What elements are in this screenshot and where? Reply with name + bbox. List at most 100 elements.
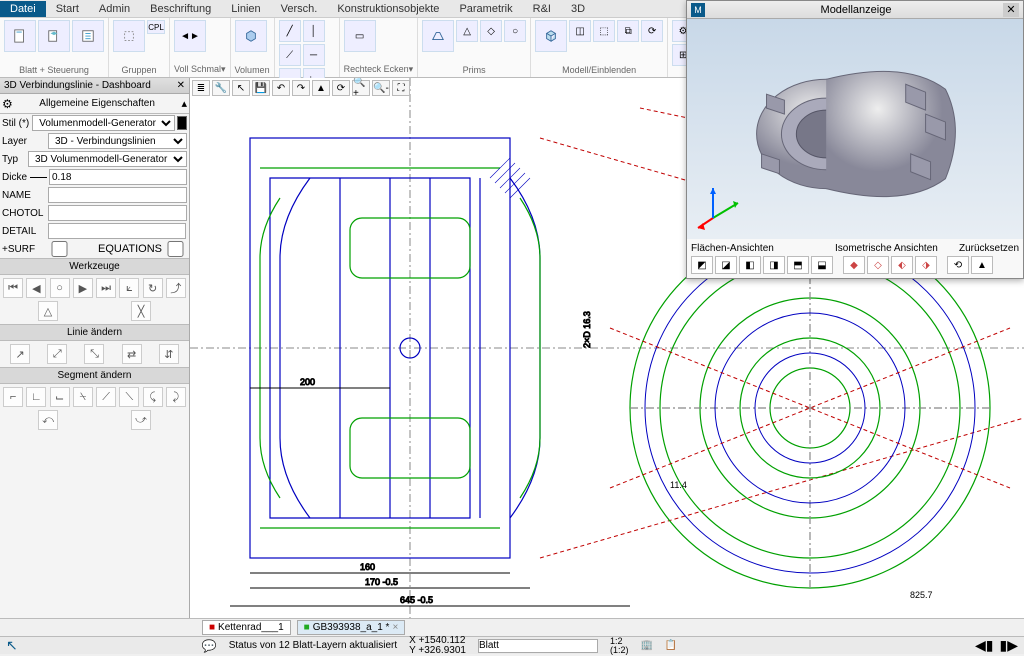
model-titlebar[interactable]: M Modellanzeige ✕ — [687, 1, 1023, 19]
prim-4[interactable]: ○ — [504, 20, 526, 42]
iso-view-4[interactable]: ⬗ — [915, 256, 937, 274]
seg-2[interactable]: ∟ — [26, 387, 46, 407]
typ-select[interactable]: 3D Volumenmodell-Generator — [28, 151, 187, 167]
seg-8[interactable]: ⤸ — [166, 387, 186, 407]
stil-select[interactable]: Volumenmodell-Generator — [32, 115, 175, 131]
detail-input[interactable] — [48, 223, 186, 239]
name-input[interactable] — [48, 187, 187, 203]
nav-stop[interactable]: ○ — [50, 278, 70, 298]
line-tool-4[interactable]: ─ — [303, 44, 325, 66]
narrow-full-icon[interactable]: ◄► — [174, 20, 206, 52]
ct-wrench-icon[interactable]: 🔧 — [212, 80, 230, 96]
face-view-3[interactable]: ◧ — [739, 256, 761, 274]
ct-redo-icon[interactable]: ↷ — [292, 80, 310, 96]
gear-icon[interactable]: ⚙ — [2, 97, 13, 111]
menu-tab-konstruktion[interactable]: Konstruktionsobjekte — [327, 1, 449, 17]
empty-group-icon[interactable] — [113, 20, 145, 52]
iso-view-2[interactable]: ◇ — [867, 256, 889, 274]
seg-9[interactable]: ⤺ — [38, 410, 58, 430]
dashboard-close-icon[interactable]: ✕ — [177, 80, 185, 91]
line-tool-1[interactable]: ╱ — [279, 20, 301, 42]
tool-e[interactable]: ╳ — [131, 301, 151, 321]
menu-tab-3d[interactable]: 3D — [561, 1, 595, 17]
seg-5[interactable]: ⟋ — [96, 387, 116, 407]
face-view-4[interactable]: ◨ — [763, 256, 785, 274]
doc-tab-1[interactable]: ■ Kettenrad___1 — [202, 620, 291, 635]
status-field[interactable] — [478, 639, 598, 653]
dxz-icon[interactable] — [422, 20, 454, 52]
cpl-icon[interactable]: CPL — [147, 20, 165, 34]
face-view-1[interactable]: ◩ — [691, 256, 713, 274]
seg-1[interactable]: ⌐ — [3, 387, 23, 407]
mi-2[interactable]: ◫ — [569, 20, 591, 42]
linie-3[interactable]: ⤡ — [84, 344, 104, 364]
ct-zoomfit-icon[interactable]: ⛶ — [392, 80, 410, 96]
dicke-input[interactable] — [49, 169, 187, 185]
menu-tab-linien[interactable]: Linien — [221, 1, 270, 17]
seg-3[interactable]: ⌙ — [50, 387, 70, 407]
menu-tab-beschriftung[interactable]: Beschriftung — [140, 1, 221, 17]
ct-zoomout-icon[interactable]: 🔍- — [372, 80, 390, 96]
section-linie[interactable]: Linie ändern — [0, 324, 189, 341]
prim-3[interactable]: ◇ — [480, 20, 502, 42]
tool-b[interactable]: ↻ — [143, 278, 163, 298]
stil-color-swatch[interactable] — [177, 116, 187, 130]
ct-up-icon[interactable]: ▲ — [312, 80, 330, 96]
sheet-icon[interactable] — [4, 20, 36, 52]
tool-d[interactable]: △ — [38, 301, 58, 321]
seg-4[interactable]: ⍀ — [73, 387, 93, 407]
reset-view[interactable]: ⟲ — [947, 256, 969, 274]
prim-2[interactable]: △ — [456, 20, 478, 42]
tool-c[interactable]: ⤴ — [166, 278, 186, 298]
volume-icon[interactable] — [235, 20, 267, 52]
doc-tab-2[interactable]: ■ GB393938_a_1 * × — [297, 620, 406, 635]
status-prev-icon[interactable]: ◀▮ — [975, 637, 993, 654]
status-icon-b[interactable]: 📋 — [665, 640, 677, 651]
nav-prev[interactable]: ◀ — [26, 278, 46, 298]
menu-tab-datei[interactable]: Datei — [0, 1, 46, 17]
menu-tab-parametrik[interactable]: Parametrik — [449, 1, 522, 17]
seg-6[interactable]: ⟍ — [119, 387, 139, 407]
section-allgemein[interactable]: Allgemeine Eigenschaften — [17, 96, 178, 111]
eject-view[interactable]: ▲ — [971, 256, 993, 274]
face-view-5[interactable]: ⬒ — [787, 256, 809, 274]
attr-icon[interactable] — [72, 20, 104, 52]
seg-10[interactable]: ⤻ — [131, 410, 151, 430]
sheet3d-icon[interactable] — [38, 20, 70, 52]
menu-tab-versch[interactable]: Versch. — [271, 1, 328, 17]
chotol-input[interactable] — [48, 205, 187, 221]
menu-tab-start[interactable]: Start — [46, 1, 89, 17]
menu-tab-admin[interactable]: Admin — [89, 1, 140, 17]
line-tool-2[interactable]: │ — [303, 20, 325, 42]
iso-view-1[interactable]: ◆ — [843, 256, 865, 274]
status-icon-a[interactable]: 🏢 — [640, 640, 652, 651]
ct-layers-icon[interactable]: ≣ — [192, 80, 210, 96]
ct-undo-icon[interactable]: ↶ — [272, 80, 290, 96]
iso-view-3[interactable]: ⬖ — [891, 256, 913, 274]
ct-cursor-icon[interactable]: ↖ — [232, 80, 250, 96]
linie-1[interactable]: ↗ — [10, 344, 30, 364]
line-tool-3[interactable]: ⟋ — [279, 44, 301, 66]
linie-4[interactable]: ⇄ — [122, 344, 142, 364]
ct-rotate-icon[interactable]: ⟳ — [332, 80, 350, 96]
status-next-icon[interactable]: ▮▶ — [1000, 637, 1018, 654]
tool-a[interactable]: ⟀ — [119, 278, 139, 298]
ct-zoomin-icon[interactable]: 🔍+ — [352, 80, 370, 96]
face-view-6[interactable]: ⬓ — [811, 256, 833, 274]
chevron-up-icon[interactable]: ▴ — [181, 97, 187, 110]
menu-tab-ri[interactable]: R&I — [523, 1, 561, 17]
model-rec-icon[interactable] — [535, 20, 567, 52]
mi-5[interactable]: ⟳ — [641, 20, 663, 42]
ct-save-icon[interactable]: 💾 — [252, 80, 270, 96]
model-close-icon[interactable]: ✕ — [1003, 3, 1019, 17]
linie-5[interactable]: ⇵ — [159, 344, 179, 364]
seg-7[interactable]: ⤹ — [143, 387, 163, 407]
section-segment[interactable]: Segment ändern — [0, 367, 189, 384]
model-3d-view[interactable] — [687, 19, 1023, 239]
surf-checkbox[interactable] — [48, 241, 71, 257]
layer-select[interactable]: 3D - Verbindungslinien — [48, 133, 187, 149]
face-view-2[interactable]: ◪ — [715, 256, 737, 274]
nav-last[interactable]: ⏭ — [96, 278, 116, 298]
section-werkzeuge[interactable]: Werkzeuge — [0, 258, 189, 275]
status-cursor-icon[interactable]: ↖ — [6, 637, 18, 654]
